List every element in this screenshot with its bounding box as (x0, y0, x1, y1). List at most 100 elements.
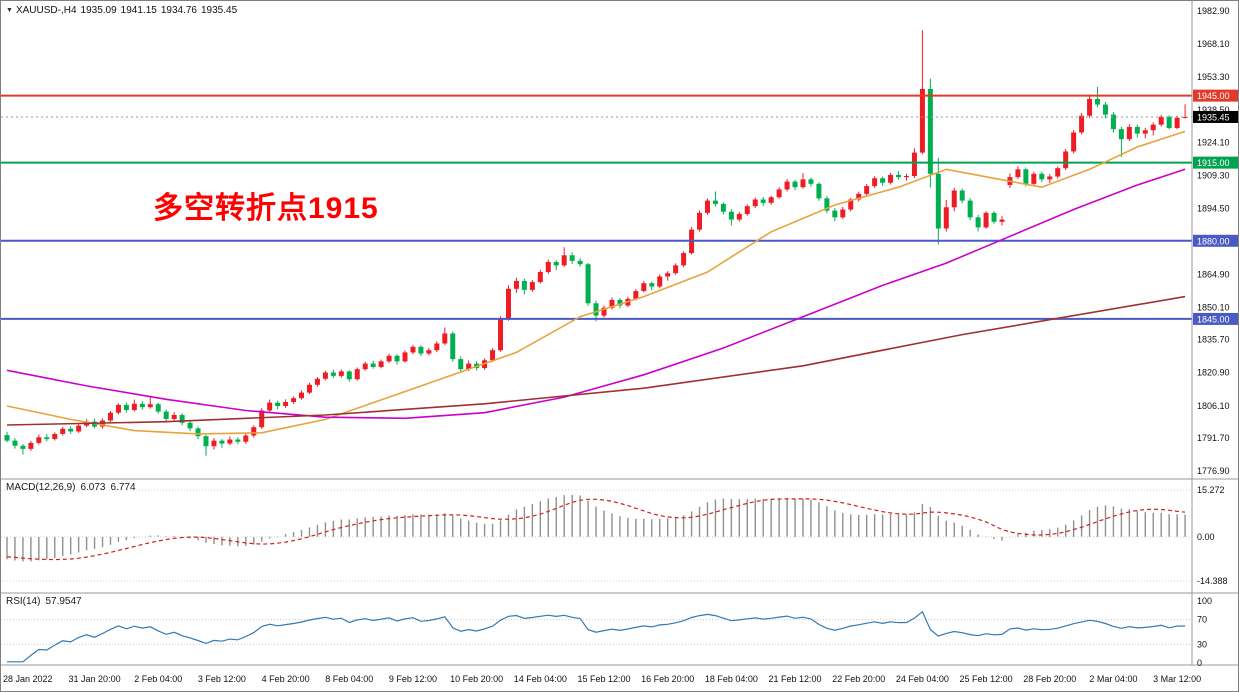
candle-body (951, 190, 957, 208)
candle-body (306, 384, 312, 393)
time-axis-label: 3 Feb 12:00 (198, 674, 246, 684)
price-axis-label: 1776.90 (1197, 466, 1230, 476)
price-tag-box (1193, 156, 1238, 169)
candle-body (20, 445, 26, 449)
candle-body (657, 276, 663, 287)
candle-body (76, 425, 82, 432)
candle-body (681, 253, 687, 266)
candle-body (1015, 169, 1021, 178)
candle-body (585, 264, 591, 304)
candle-body (1182, 116, 1188, 118)
candle-body (1087, 98, 1093, 116)
candle-body (338, 371, 344, 376)
candle-body (219, 440, 225, 444)
price-axis-label: 1968.10 (1197, 39, 1230, 49)
candle-body (52, 433, 58, 440)
candle-body (362, 363, 368, 370)
candle-body (880, 178, 886, 183)
macd-name: MACD(12,26,9) (6, 482, 76, 493)
candle-body (505, 288, 511, 319)
time-axis-label: 24 Feb 04:00 (896, 674, 949, 684)
candle-body (991, 212, 997, 222)
candle-body (521, 280, 527, 290)
macd-axis-label: -14.388 (1197, 576, 1228, 586)
candle-body (832, 210, 838, 218)
candle-body (299, 392, 305, 399)
annotation-text: 多空转折点1915 (153, 192, 379, 225)
candle-body (967, 200, 973, 218)
collapse-chart-icon[interactable]: ▼ (6, 7, 13, 14)
candle-body (227, 439, 233, 444)
price-tag-label: 1935.45 (1197, 112, 1230, 122)
candle-body (975, 217, 981, 228)
candle-body (4, 435, 10, 441)
candle-body (1142, 130, 1148, 134)
price-axis-label: 1953.30 (1197, 72, 1230, 82)
candle-body (768, 197, 774, 203)
ma-fast-line (6, 130, 1186, 435)
candle-body (808, 179, 814, 184)
price-axis-label: 1820.90 (1197, 368, 1230, 378)
candle-body (1095, 98, 1101, 105)
candle-body (712, 200, 718, 204)
candle-body (410, 346, 416, 353)
candle-body (450, 333, 456, 360)
rsi-name: RSI(14) (6, 596, 41, 607)
candle-body (203, 436, 209, 447)
candle-body (983, 212, 989, 228)
price-axis-label: 1850.10 (1197, 303, 1230, 313)
price-tag-label: 1845.00 (1197, 314, 1230, 324)
candle-body (1174, 117, 1180, 129)
candle-body (370, 363, 376, 367)
candle-body (1134, 126, 1140, 134)
time-axis-label: 3 Mar 12:00 (1153, 674, 1201, 684)
candle-body (291, 398, 297, 402)
candle-body (665, 273, 671, 277)
candle-body (641, 283, 647, 292)
ohlc-header: ▼ XAUUSD-,H4 1935.09 1941.15 1934.76 1935.45 (6, 5, 241, 16)
candle-body (1039, 173, 1045, 180)
macd-signal-line (6, 498, 1186, 561)
candle-body (378, 361, 384, 367)
candle-body (593, 303, 599, 316)
candle-body (569, 255, 575, 261)
macd-main-value: 6.073 (80, 482, 106, 493)
candle-body (673, 265, 679, 274)
price-axis[interactable]: 1982.90 1968.10 1953.30 1938.50 1924.10 1909.… (1197, 6, 1230, 476)
price-tag-box (1193, 312, 1238, 325)
candle-body (545, 261, 551, 273)
candle-body (649, 283, 655, 287)
candle-body (187, 422, 193, 429)
candle-body (1031, 173, 1037, 184)
candle-body (44, 437, 50, 440)
candle-body (1166, 116, 1172, 129)
candle-body (267, 402, 273, 411)
candle-body (1079, 115, 1085, 133)
candle-body (434, 343, 440, 351)
candle-body (824, 198, 830, 211)
candle-body (609, 299, 615, 308)
candle-body (840, 209, 846, 218)
candle-body (896, 174, 902, 178)
time-axis-label: 22 Feb 20:00 (832, 674, 885, 684)
candle-body (115, 404, 121, 413)
time-axis[interactable]: 28 Jan 2022 31 Jan 20:00 2 Feb 04:00 3 Feb … (3, 674, 1201, 684)
indicator-axis: 15.272 0.00 -14.388 100 70 30 0 (1197, 485, 1228, 668)
price-axis-label: 1982.90 (1197, 6, 1230, 16)
candle-body (1023, 169, 1029, 184)
candle-body (911, 152, 917, 177)
candle-body (1158, 116, 1164, 125)
candle-body (28, 442, 34, 449)
candle-body (856, 193, 862, 200)
macd-indicator-label: MACD(12,26,9) 6.073 6.774 (6, 482, 141, 493)
candle-body (36, 437, 42, 443)
candle-body (386, 355, 392, 362)
candle-body (179, 414, 185, 423)
candle-body (816, 183, 822, 199)
time-axis-label: 2 Mar 04:00 (1089, 674, 1137, 684)
time-axis-label: 8 Feb 04:00 (325, 674, 373, 684)
price-tag-box (1193, 110, 1238, 123)
candle-body (458, 359, 464, 370)
candle-body (888, 174, 894, 183)
